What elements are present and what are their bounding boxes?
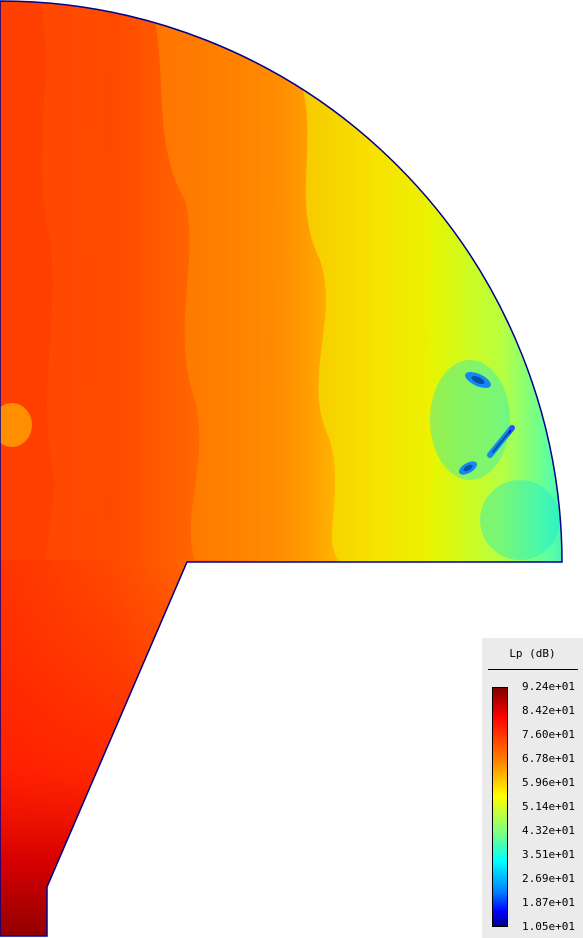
legend-tick: 6.78e+01 xyxy=(522,752,575,765)
legend-tick: 2.69e+01 xyxy=(522,872,575,885)
legend-tick: 4.32e+01 xyxy=(522,824,575,837)
legend-title: Lp (dB) xyxy=(509,647,556,660)
color-legend: Lp (dB) 9.24e+01 8.42e+01 7.60e+01 6.78e… xyxy=(482,638,583,938)
legend-tick: 9.24e+01 xyxy=(522,680,575,693)
legend-divider xyxy=(488,669,578,670)
legend-tick: 3.51e+01 xyxy=(522,848,575,861)
legend-tick: 1.87e+01 xyxy=(522,896,575,909)
colorbar xyxy=(492,687,508,927)
legend-tick: 8.42e+01 xyxy=(522,704,575,717)
domain-outline xyxy=(0,0,563,937)
legend-tick: 5.96e+01 xyxy=(522,776,575,789)
legend-tick: 7.60e+01 xyxy=(522,728,575,741)
legend-tick: 1.05e+01 xyxy=(522,920,575,933)
legend-tick: 5.14e+01 xyxy=(522,800,575,813)
